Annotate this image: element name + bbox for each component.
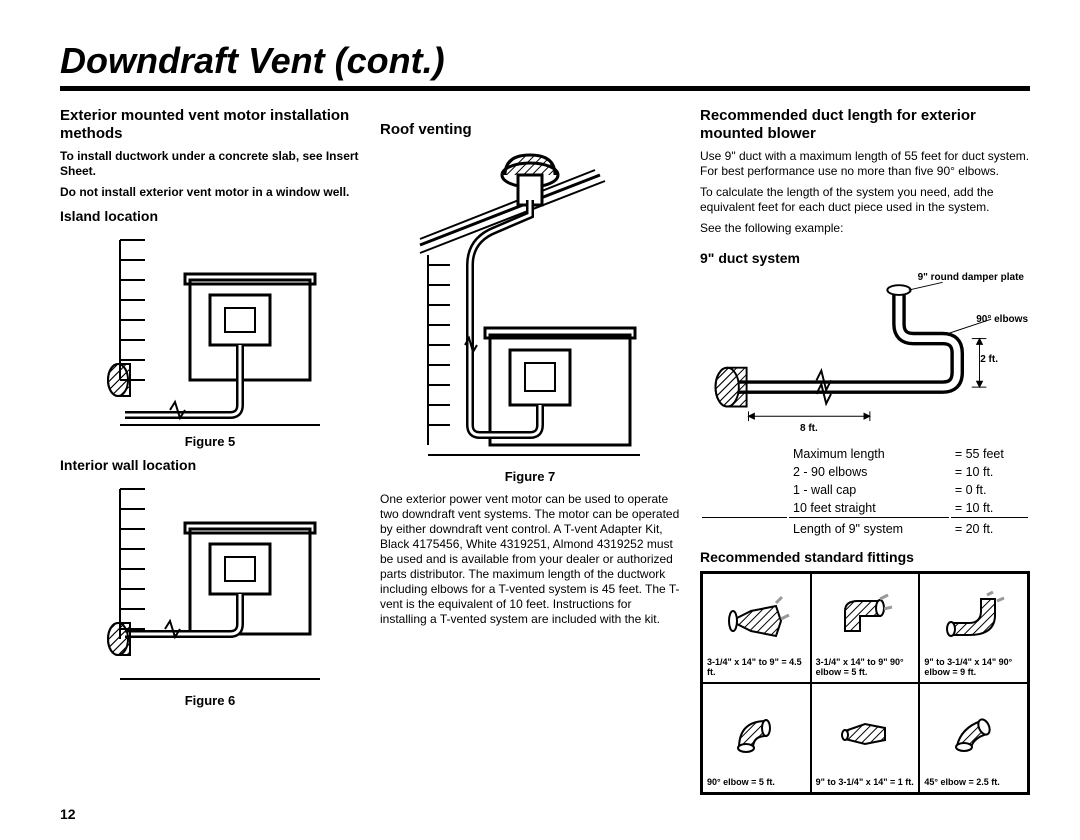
figure-5-label: Figure 5 xyxy=(60,434,360,449)
fitting-label-4: 9" to 3-1/4" x 14" = 1 ft. xyxy=(816,778,915,788)
fitting-cell-3: 90° elbow = 5 ft. xyxy=(702,683,811,793)
rec-p2: To calculate the length of the system yo… xyxy=(700,185,1030,215)
figure-5 xyxy=(60,230,360,430)
duct-system-diagram: 9" round damper plate 90° elbows 2 ft. 8… xyxy=(700,278,1030,438)
fitting-label-3: 90° elbow = 5 ft. xyxy=(707,778,806,788)
calc-row-1-val: = 10 ft. xyxy=(951,464,1028,480)
calc-row-3-val: = 10 ft. xyxy=(951,500,1028,518)
anno-2ft: 2 ft. xyxy=(980,354,998,365)
fitting-cell-4: 9" to 3-1/4" x 14" = 1 ft. xyxy=(811,683,920,793)
rec-p3: See the following example: xyxy=(700,221,1030,236)
fitting-icon-45elbow xyxy=(924,688,1023,778)
fittings-grid: 3-1/4" x 14" to 9" = 4.5 ft. 3-1/4" x 14… xyxy=(700,571,1030,795)
page-number: 12 xyxy=(60,806,76,822)
roof-venting-heading: Roof venting xyxy=(380,121,680,139)
figure-7-label: Figure 7 xyxy=(380,469,680,484)
note-slab: To install ductwork under a concrete sla… xyxy=(60,149,360,179)
calc-row-2-val: = 0 ft. xyxy=(951,482,1028,498)
calc-row-1-label: 2 - 90 elbows xyxy=(789,464,949,480)
fittings-heading: Recommended standard fittings xyxy=(700,549,1030,565)
fitting-label-1: 3-1/4" x 14" to 9" 90° elbow = 5 ft. xyxy=(816,658,915,678)
anno-damper: 9" round damper plate xyxy=(918,272,1024,283)
fitting-icon-transition xyxy=(707,578,806,658)
figure-7 xyxy=(380,145,680,465)
figure-6-label: Figure 6 xyxy=(60,693,360,708)
fitting-cell-2: 9" to 3-1/4" x 14" 90° elbow = 9 ft. xyxy=(919,573,1028,683)
fitting-icon-90elbow xyxy=(707,688,806,778)
fitting-cell-1: 3-1/4" x 14" to 9" 90° elbow = 5 ft. xyxy=(811,573,920,683)
rec-p1: Use 9" duct with a maximum length of 55 … xyxy=(700,149,1030,179)
column-left: Exterior mounted vent motor installation… xyxy=(60,107,360,795)
content-columns: Exterior mounted vent motor installation… xyxy=(60,107,1030,795)
anno-elbows: 90° elbows xyxy=(976,314,1028,325)
page-title: Downdraft Vent (cont.) xyxy=(60,40,1030,82)
calc-row-4-label: Length of 9" system xyxy=(789,520,949,537)
figure-6 xyxy=(60,479,360,689)
tvent-paragraph: One exterior power vent motor can be use… xyxy=(380,492,680,627)
anno-8ft: 8 ft. xyxy=(800,423,818,434)
calc-row-2-label: 1 - wall cap xyxy=(789,482,949,498)
island-heading: Island location xyxy=(60,208,360,224)
fitting-label-5: 45° elbow = 2.5 ft. xyxy=(924,778,1023,788)
calc-row-3-label: 10 feet straight xyxy=(789,500,949,518)
fitting-icon-elbow-round xyxy=(924,578,1023,658)
calc-row-0-label: Maximum length xyxy=(789,446,949,462)
column-middle: Roof venting xyxy=(380,107,680,795)
fitting-cell-5: 45° elbow = 2.5 ft. xyxy=(919,683,1028,793)
note-window-well: Do not install exterior vent motor in a … xyxy=(60,185,360,200)
fitting-cell-0: 3-1/4" x 14" to 9" = 4.5 ft. xyxy=(702,573,811,683)
duct-system-heading: 9" duct system xyxy=(700,250,800,266)
title-rule xyxy=(60,86,1030,91)
length-calc-table: Maximum length= 55 feet 2 - 90 elbows= 1… xyxy=(700,444,1030,539)
calc-row-0-val: = 55 feet xyxy=(951,446,1028,462)
interior-wall-heading: Interior wall location xyxy=(60,457,360,473)
calc-row-4-val: = 20 ft. xyxy=(951,520,1028,537)
rec-length-heading: Recommended duct length for exterior mou… xyxy=(700,107,1030,143)
fitting-label-2: 9" to 3-1/4" x 14" 90° elbow = 9 ft. xyxy=(924,658,1023,678)
fitting-icon-reducer xyxy=(816,688,915,778)
fitting-label-0: 3-1/4" x 14" to 9" = 4.5 ft. xyxy=(707,658,806,678)
exterior-methods-heading: Exterior mounted vent motor installation… xyxy=(60,107,360,143)
column-right: Recommended duct length for exterior mou… xyxy=(700,107,1030,795)
fitting-icon-elbow-rect xyxy=(816,578,915,658)
